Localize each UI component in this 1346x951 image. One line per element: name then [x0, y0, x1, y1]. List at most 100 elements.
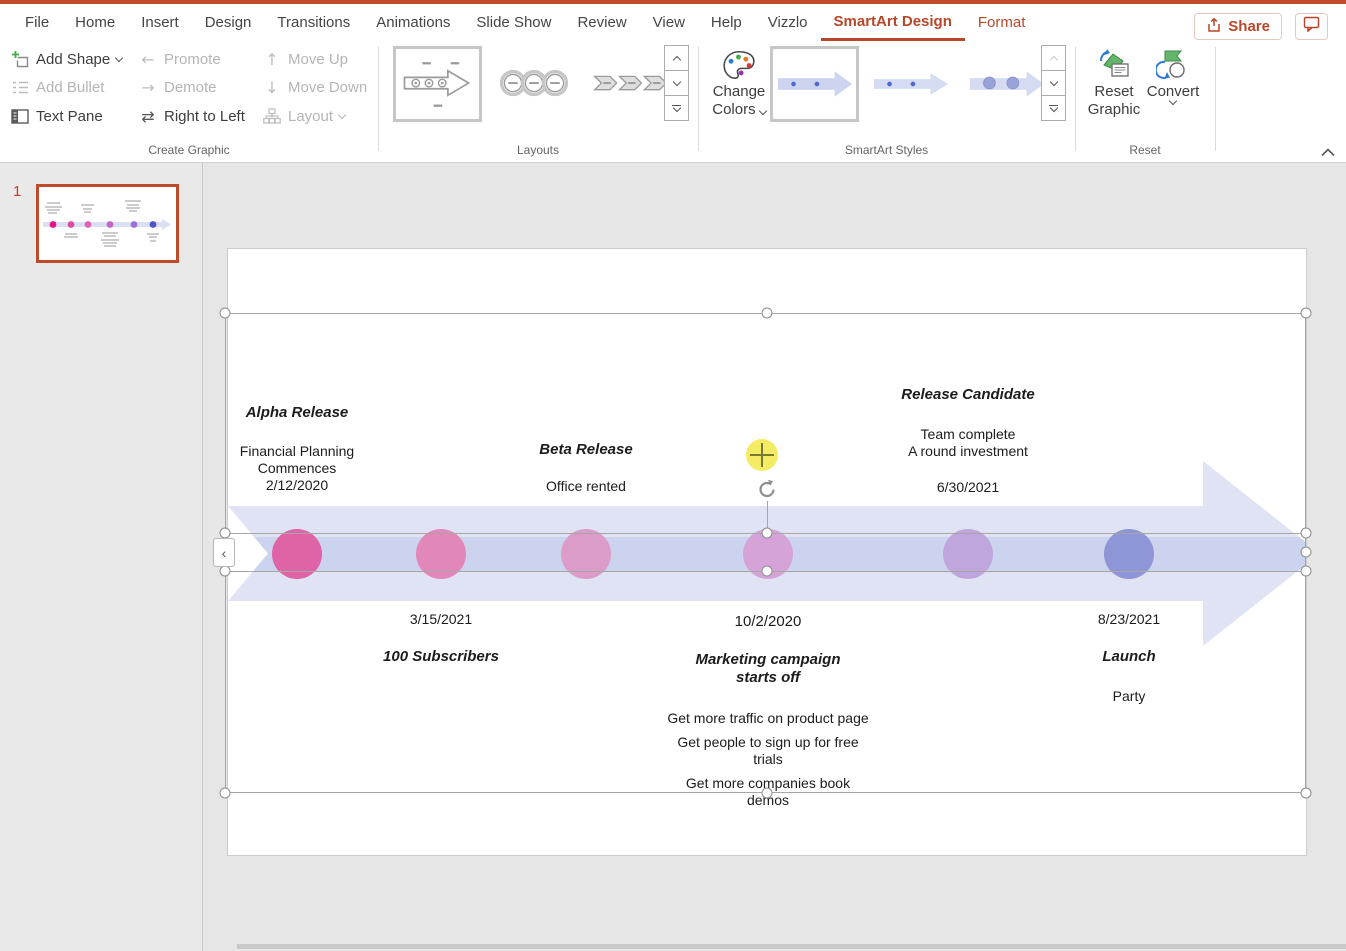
convert-button[interactable]: Convert [1142, 47, 1204, 106]
milestone-5-title[interactable]: Release Candidate [901, 386, 1035, 403]
slide-canvas[interactable]: Alpha Release Financial Planning Commenc… [227, 248, 1307, 856]
milestone-1-details[interactable]: Financial Planning Commences 2/12/2020 [228, 443, 377, 494]
milestone-6-title[interactable]: Launch [1102, 648, 1156, 665]
ribbon: Add Shape Add Bullet Text Pane ← Promote… [0, 41, 1346, 163]
milestone-4-title[interactable]: Marketing campaign starts off [695, 651, 841, 686]
tab-slide-show[interactable]: Slide Show [476, 14, 552, 31]
milestone-4-details[interactable]: Get more traffic on product page Get peo… [666, 710, 871, 816]
reset-graphic-label: Reset Graphic [1087, 83, 1141, 118]
node-handle-top[interactable] [761, 527, 773, 539]
promote-button[interactable]: ← Promote [138, 46, 220, 72]
slide-thumbnail[interactable] [36, 184, 179, 263]
timeline-node-2[interactable] [416, 529, 466, 579]
tab-format[interactable]: Format [977, 14, 1026, 31]
milestone-5-date[interactable]: 6/30/2021 [936, 479, 1000, 495]
gallery-scroll-down-button[interactable] [664, 70, 689, 96]
timeline-node-6[interactable] [1104, 529, 1154, 579]
tab-animations[interactable]: Animations [376, 14, 451, 31]
timeline-node-5[interactable] [943, 529, 993, 579]
add-bullet-icon [10, 80, 30, 95]
tab-review[interactable]: Review [577, 14, 627, 31]
tab-view[interactable]: View [652, 14, 685, 31]
palette-icon [721, 47, 757, 83]
layouts-gallery [393, 46, 674, 122]
add-shape-button[interactable]: Add Shape [10, 46, 124, 72]
selection-handle-top-middle[interactable] [761, 307, 773, 319]
shape-handle-right-top[interactable] [1300, 527, 1312, 539]
style-option-3[interactable] [962, 46, 1051, 122]
gallery-scroll-down-button[interactable] [1041, 70, 1066, 96]
add-bullet-button[interactable]: Add Bullet [10, 74, 104, 100]
tab-home[interactable]: Home [75, 14, 116, 31]
tab-smartart-design[interactable]: SmartArt Design [820, 4, 965, 41]
milestone-2-date[interactable]: 3/15/2021 [409, 611, 473, 627]
tab-help[interactable]: Help [710, 14, 742, 31]
layout-option-circles[interactable] [489, 46, 578, 122]
move-down-button[interactable]: ↓ Move Down [262, 74, 367, 100]
milestone-2-title[interactable]: 100 Subscribers [383, 648, 499, 665]
chevron-up-icon [672, 55, 681, 64]
selection-handle-top-right[interactable] [1300, 307, 1312, 319]
shape-handle-right-bottom[interactable] [1300, 565, 1312, 577]
change-colors-button[interactable]: Change Colors [708, 47, 770, 119]
milestone-3-details[interactable]: Office rented [546, 478, 626, 495]
reset-graphic-icon [1097, 47, 1131, 83]
tab-transitions[interactable]: Transitions [277, 14, 351, 31]
comments-button[interactable] [1295, 13, 1328, 40]
milestone-3-detail-line: Office rented [546, 478, 626, 494]
timeline-node-3[interactable] [561, 529, 611, 579]
selection-handle-bottom-middle[interactable] [761, 787, 773, 799]
share-button[interactable]: Share [1194, 13, 1282, 40]
milestone-4-detail-line: Get people to sign up for free trials [677, 734, 859, 767]
chevron-up-icon [1049, 55, 1058, 64]
demote-label: Demote [164, 78, 217, 96]
tab-insert[interactable]: Insert [141, 14, 179, 31]
circle-process-layout-icon [499, 69, 568, 97]
move-up-button[interactable]: ↑ Move Up [262, 46, 348, 72]
horizontal-scrollbar[interactable] [237, 944, 1346, 949]
selection-handle-bottom-right[interactable] [1300, 787, 1312, 799]
tab-vizzlo[interactable]: Vizzlo [767, 14, 808, 31]
click-indicator-plus [746, 439, 778, 471]
milestone-5-details[interactable]: Team complete A round investment [868, 426, 1068, 460]
milestone-6-details[interactable]: Party [1113, 688, 1146, 705]
editor-canvas[interactable]: Alpha Release Financial Planning Commenc… [204, 163, 1346, 951]
tab-bar: File Home Insert Design Transitions Anim… [0, 4, 1346, 41]
layouts-gallery-scroll [664, 45, 689, 121]
timeline-node-1[interactable] [272, 529, 322, 579]
smartart-styles-group-label: SmartArt Styles [844, 143, 929, 157]
style-option-1[interactable] [770, 46, 859, 122]
gallery-scroll-up-button[interactable] [1041, 45, 1066, 71]
move-down-arrow-icon: ↓ [265, 77, 279, 97]
gallery-scroll-up-button[interactable] [664, 45, 689, 71]
share-icon [1206, 17, 1222, 37]
selection-handle-bottom-left[interactable] [219, 787, 231, 799]
shape-handle-left-top[interactable] [219, 527, 231, 539]
milestone-1-title[interactable]: Alpha Release [245, 404, 349, 421]
milestone-3-title[interactable]: Beta Release [539, 441, 633, 458]
tab-design[interactable]: Design [204, 14, 252, 31]
milestone-6-date[interactable]: 8/23/2021 [1097, 611, 1161, 627]
selection-handle-top-left[interactable] [219, 307, 231, 319]
collapse-ribbon-button[interactable] [1320, 144, 1336, 162]
node-handle-bottom[interactable] [761, 565, 773, 577]
shape-handle-left-bottom[interactable] [219, 565, 231, 577]
demote-button[interactable]: → Demote [138, 74, 217, 100]
selection-handle-middle-right[interactable] [1300, 546, 1312, 558]
gallery-more-button[interactable] [664, 95, 689, 121]
layout-button[interactable]: Layout [262, 103, 347, 129]
more-bar-icon [672, 105, 681, 106]
style-option-2[interactable] [866, 46, 955, 122]
layout-option-chevrons[interactable] [585, 46, 674, 122]
text-pane-toggle-button[interactable]: ‹ [213, 538, 235, 567]
timeline-layout-icon [403, 62, 471, 107]
gallery-more-button[interactable] [1041, 95, 1066, 121]
milestone-1-date: 2/12/2020 [265, 477, 329, 493]
reset-graphic-button[interactable]: Reset Graphic [1083, 47, 1145, 119]
tab-file[interactable]: File [25, 14, 50, 31]
text-pane-button[interactable]: Text Pane [10, 103, 103, 129]
rotate-handle-icon[interactable] [755, 478, 779, 507]
layout-option-timeline[interactable] [393, 46, 482, 122]
right-to-left-button[interactable]: ⇄ Right to Left [138, 103, 245, 129]
milestone-4-date[interactable]: 10/2/2020 [734, 613, 802, 630]
